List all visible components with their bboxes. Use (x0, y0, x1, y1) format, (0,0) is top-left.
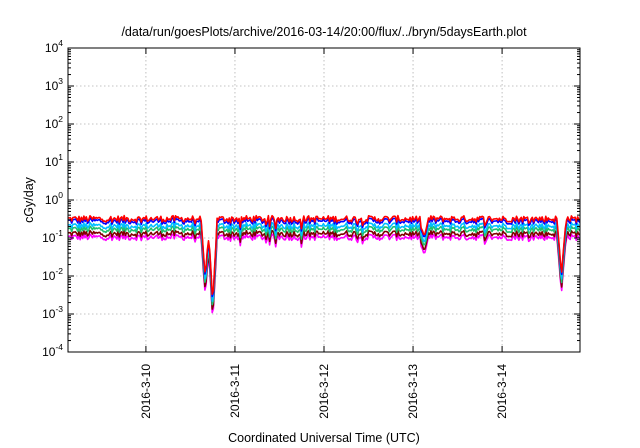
y-tick-label: 104 (45, 38, 63, 55)
grid-lines (68, 48, 580, 352)
series-line (67, 217, 581, 298)
y-tick-labels: 10-4 10-3 10-2 10-1 100 101 102 103 104 (42, 38, 63, 359)
y-tick-label: 100 (45, 190, 63, 207)
x-tick-label: 2016-3-12 (317, 364, 331, 419)
y-tick-label: 103 (45, 76, 63, 93)
y-tick-label: 10-2 (42, 266, 63, 283)
x-tick-label: 2016-3-14 (495, 364, 509, 419)
series-line (67, 233, 581, 314)
x-tick-label: 2016-3-10 (139, 364, 153, 419)
series-line (67, 225, 581, 306)
y-axis-label: cGy/day (22, 176, 36, 223)
y-tick-label: 10-3 (42, 304, 63, 321)
chart-title: /data/run/goesPlots/archive/2016-03-14/2… (121, 25, 527, 39)
y-tick-label: 101 (45, 152, 63, 169)
axis-ticks (68, 47, 580, 353)
y-tick-label: 10-4 (42, 342, 63, 359)
x-tick-label: 2016-3-13 (406, 364, 420, 419)
series-group (67, 214, 581, 314)
series-line (67, 229, 581, 310)
series-line (67, 221, 581, 302)
x-tick-labels: 2016-3-10 2016-3-11 2016-3-12 2016-3-13 2016… (139, 364, 509, 419)
x-axis-label: Coordinated Universal Time (UTC) (228, 431, 420, 445)
x-tick-label: 2016-3-11 (228, 364, 242, 418)
series-line (67, 214, 581, 295)
y-tick-label: 10-1 (42, 228, 63, 245)
y-tick-label: 102 (45, 114, 63, 131)
